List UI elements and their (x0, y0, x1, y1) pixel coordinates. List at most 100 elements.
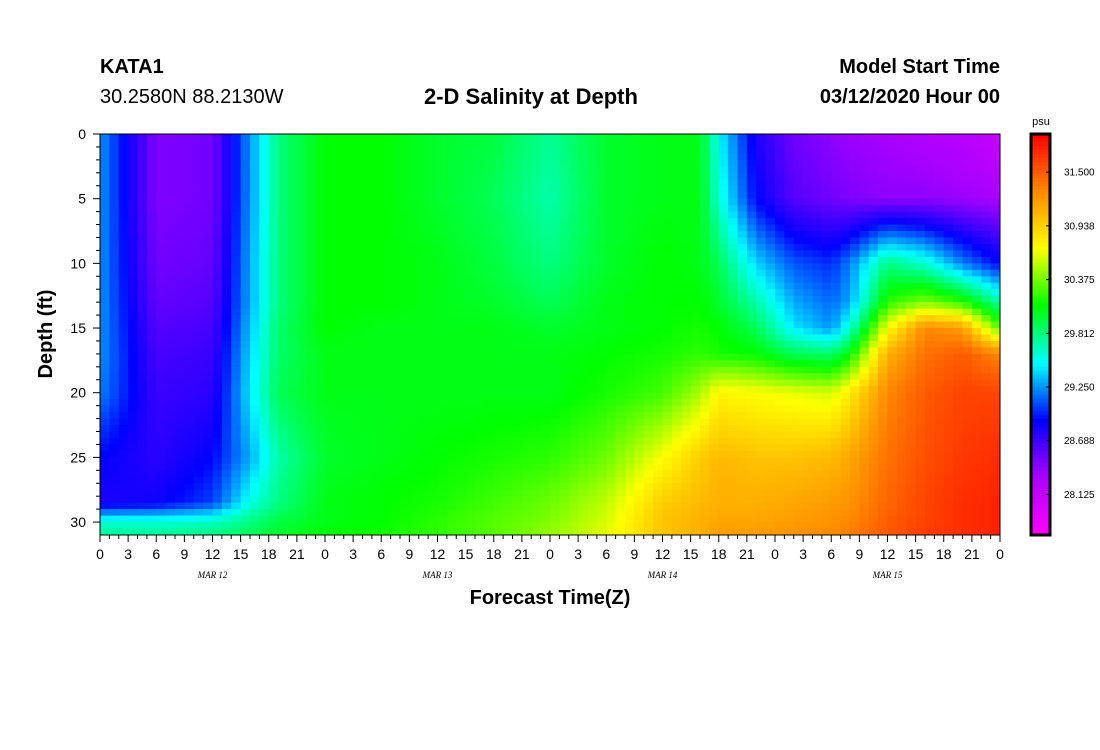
heatmap-cell (221, 340, 232, 349)
heatmap-cell (371, 360, 382, 368)
heatmap-cell (493, 166, 504, 174)
heatmap-cell (428, 256, 439, 264)
heatmap-cell (437, 392, 448, 400)
heatmap-cell (334, 509, 345, 517)
heatmap-cell (568, 353, 579, 361)
heatmap-cell (512, 463, 523, 471)
heatmap-cell (512, 276, 523, 284)
heatmap-cell (512, 437, 523, 446)
heatmap-cell (278, 218, 289, 226)
heatmap-cell (503, 159, 514, 167)
heatmap-cell (850, 315, 860, 323)
heatmap-cell (100, 243, 110, 252)
heatmap-cell (409, 483, 420, 491)
heatmap-cell (662, 153, 673, 161)
heatmap-cell (315, 198, 326, 206)
heatmap-cell (296, 515, 307, 523)
heatmap-cell (325, 211, 335, 219)
heatmap-cell (578, 366, 589, 374)
heatmap-cell (793, 509, 804, 517)
heatmap-cell (137, 192, 148, 200)
heatmap-cell (446, 179, 457, 187)
heatmap-cell (334, 483, 345, 491)
heatmap-cell (831, 496, 842, 504)
heatmap-cell (803, 360, 814, 368)
heatmap-cell (325, 237, 335, 245)
heatmap-cell (221, 224, 232, 232)
heatmap-cell (662, 315, 673, 323)
heatmap-cell (793, 153, 804, 161)
heatmap-cell (521, 405, 532, 413)
heatmap-cell (718, 218, 729, 226)
heatmap-cell (362, 289, 373, 297)
heatmap-cell (681, 237, 692, 245)
heatmap-cell (306, 321, 317, 329)
heatmap-cell (568, 159, 579, 167)
heatmap-cell (662, 334, 673, 342)
heatmap-cell (531, 308, 542, 316)
heatmap-cell (503, 134, 514, 142)
heatmap-cell (812, 425, 823, 433)
heatmap-cell (400, 457, 410, 465)
heatmap-cell (409, 437, 420, 446)
heatmap-cell (503, 457, 514, 465)
heatmap-cell (765, 231, 776, 239)
heatmap-cell (381, 353, 392, 361)
heatmap-cell (156, 289, 167, 297)
heatmap-cell (437, 282, 448, 290)
heatmap-cell (156, 444, 167, 452)
heatmap-cell (296, 399, 307, 407)
heatmap-cell (165, 373, 176, 381)
heatmap-cell (231, 263, 242, 271)
heatmap-cell (737, 373, 748, 381)
heatmap-cell (278, 211, 289, 219)
heatmap-cell (512, 379, 523, 387)
heatmap-cell (193, 153, 204, 161)
heatmap-cell (240, 392, 251, 400)
heatmap-cell (521, 237, 532, 245)
heatmap-cell (325, 405, 335, 413)
heatmap-cell (540, 250, 551, 258)
heatmap-cell (418, 308, 429, 316)
heatmap-cell (287, 218, 298, 226)
heatmap-cell (793, 328, 804, 336)
heatmap-cell (193, 483, 204, 491)
heatmap-cell (493, 315, 504, 323)
heatmap-cell (840, 347, 851, 355)
heatmap-cell (521, 256, 532, 264)
heatmap-cell (278, 483, 289, 491)
heatmap-cell (784, 457, 795, 465)
heatmap-cell (756, 522, 767, 530)
heatmap-cell (484, 502, 495, 510)
heatmap-cell (428, 153, 439, 161)
heatmap-cell (231, 205, 242, 213)
heatmap-cell (803, 392, 814, 400)
heatmap-cell (334, 334, 345, 342)
heatmap-cell (259, 463, 270, 471)
heatmap-cell (231, 334, 242, 342)
heatmap-cell (671, 308, 682, 316)
heatmap-cell (456, 224, 467, 232)
heatmap-cell (728, 134, 739, 142)
heatmap-cell (446, 431, 457, 439)
heatmap-cell (493, 366, 504, 374)
heatmap-cell (137, 405, 148, 413)
heatmap-cell (334, 502, 345, 510)
heatmap-cell (653, 192, 664, 200)
heatmap-cell (203, 412, 214, 420)
heatmap-cell (212, 218, 223, 226)
heatmap-cell (700, 269, 710, 277)
heatmap-cell (371, 276, 382, 284)
heatmap-cell (240, 360, 251, 368)
heatmap-cell (803, 457, 814, 465)
heatmap-cell (559, 457, 570, 465)
heatmap-cell (137, 392, 148, 400)
heatmap-cell (812, 399, 823, 407)
heatmap-cell (259, 328, 270, 336)
heatmap-cell (484, 463, 495, 471)
heatmap-cell (850, 198, 860, 206)
heatmap-cell (165, 347, 176, 355)
heatmap-cell (334, 205, 345, 213)
heatmap-cell (700, 218, 710, 226)
heatmap-cell (268, 218, 279, 226)
